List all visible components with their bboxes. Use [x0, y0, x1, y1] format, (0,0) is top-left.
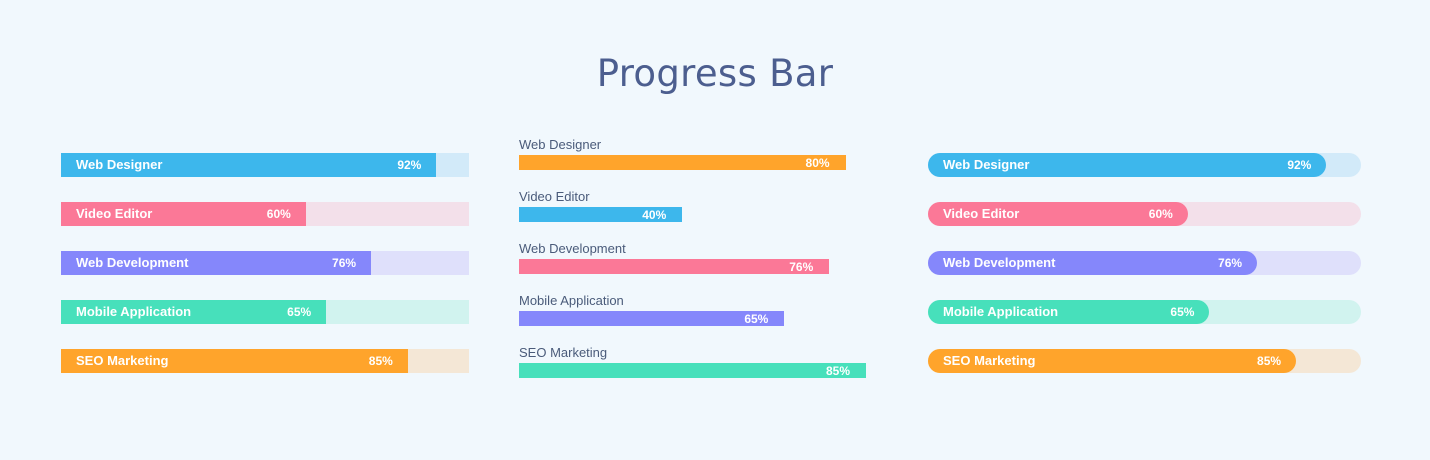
progress-label: Video Editor — [76, 206, 153, 221]
progress-bar: Mobile Application 65% — [928, 300, 1361, 324]
progress-track: 76% — [519, 259, 866, 274]
progress-fill: 76% — [519, 259, 830, 274]
progress-bar: Web Designer 92% — [61, 153, 469, 177]
progress-fill: Video Editor 60% — [61, 202, 306, 226]
progress-bar: Web Development 76% — [928, 251, 1361, 275]
progress-percent: 76% — [789, 260, 814, 274]
progress-fill: 65% — [519, 311, 785, 326]
progress-track: 85% — [519, 363, 866, 378]
progress-group-rounded: Web Designer 92% Video Editor 60% Web Develo… — [928, 153, 1361, 398]
progress-label: Web Designer — [76, 157, 163, 172]
progress-bar: SEO Marketing 85% — [519, 345, 866, 397]
progress-bar: Mobile Application 65% — [61, 300, 469, 324]
progress-fill: Web Designer 92% — [928, 153, 1327, 177]
progress-group-square: Web Designer 92% Video Editor 60% Web Develo… — [61, 153, 469, 398]
progress-bar: Web Development 76% — [519, 241, 866, 293]
progress-label: Web Designer — [943, 157, 1030, 172]
progress-label: Video Editor — [519, 189, 590, 204]
progress-percent: 85% — [1257, 354, 1282, 368]
progress-bar: Video Editor 40% — [519, 189, 866, 241]
progress-bar: Web Designer 80% — [519, 137, 866, 189]
progress-track: 80% — [519, 155, 866, 170]
progress-percent: 40% — [642, 208, 667, 222]
progress-group-outside-label: Web Designer 80% Video Editor 40% Web Develo… — [519, 137, 866, 397]
progress-percent: 60% — [1148, 207, 1173, 221]
progress-fill: Mobile Application 65% — [928, 300, 1210, 324]
progress-label: SEO Marketing — [519, 345, 608, 360]
progress-label: SEO Marketing — [943, 353, 1036, 368]
progress-bar: Video Editor 60% — [928, 202, 1361, 226]
progress-percent: 92% — [397, 158, 422, 172]
progress-label: Mobile Application — [943, 304, 1059, 319]
progress-label: Video Editor — [943, 206, 1020, 221]
progress-percent: 65% — [287, 305, 312, 319]
progress-percent: 65% — [1170, 305, 1195, 319]
progress-track: 40% — [519, 207, 866, 222]
progress-bar: Mobile Application 65% — [519, 293, 866, 345]
progress-fill: 80% — [519, 155, 846, 170]
progress-fill: 85% — [519, 363, 866, 378]
progress-percent: 65% — [744, 312, 769, 326]
progress-fill: SEO Marketing 85% — [928, 349, 1297, 373]
progress-label: Web Development — [943, 255, 1056, 270]
progress-bar: SEO Marketing 85% — [928, 349, 1361, 373]
progress-percent: 60% — [266, 207, 291, 221]
progress-label: Web Development — [519, 241, 626, 256]
progress-bar: Video Editor 60% — [61, 202, 469, 226]
progress-fill: Web Development 76% — [928, 251, 1258, 275]
progress-percent: 92% — [1287, 158, 1312, 172]
progress-label: SEO Marketing — [76, 353, 169, 368]
progress-label: Web Development — [76, 255, 189, 270]
progress-label: Mobile Application — [519, 293, 624, 308]
progress-bar: Web Designer 92% — [928, 153, 1361, 177]
progress-bar: SEO Marketing 85% — [61, 349, 469, 373]
progress-percent: 76% — [332, 256, 357, 270]
progress-track: 65% — [519, 311, 866, 326]
progress-fill: Web Designer 92% — [61, 153, 437, 177]
progress-fill: Mobile Application 65% — [61, 300, 327, 324]
progress-label: Mobile Application — [76, 304, 192, 319]
progress-label: Web Designer — [519, 137, 602, 152]
page-title: Progress Bar — [596, 52, 834, 95]
progress-fill: Video Editor 60% — [928, 202, 1188, 226]
progress-fill: 40% — [519, 207, 683, 222]
progress-percent: 80% — [805, 156, 830, 170]
progress-percent: 76% — [1218, 256, 1243, 270]
progress-percent: 85% — [825, 364, 850, 378]
progress-bar: Web Development 76% — [61, 251, 469, 275]
progress-fill: SEO Marketing 85% — [61, 349, 408, 373]
progress-fill: Web Development 76% — [61, 251, 372, 275]
progress-percent: 85% — [368, 354, 393, 368]
